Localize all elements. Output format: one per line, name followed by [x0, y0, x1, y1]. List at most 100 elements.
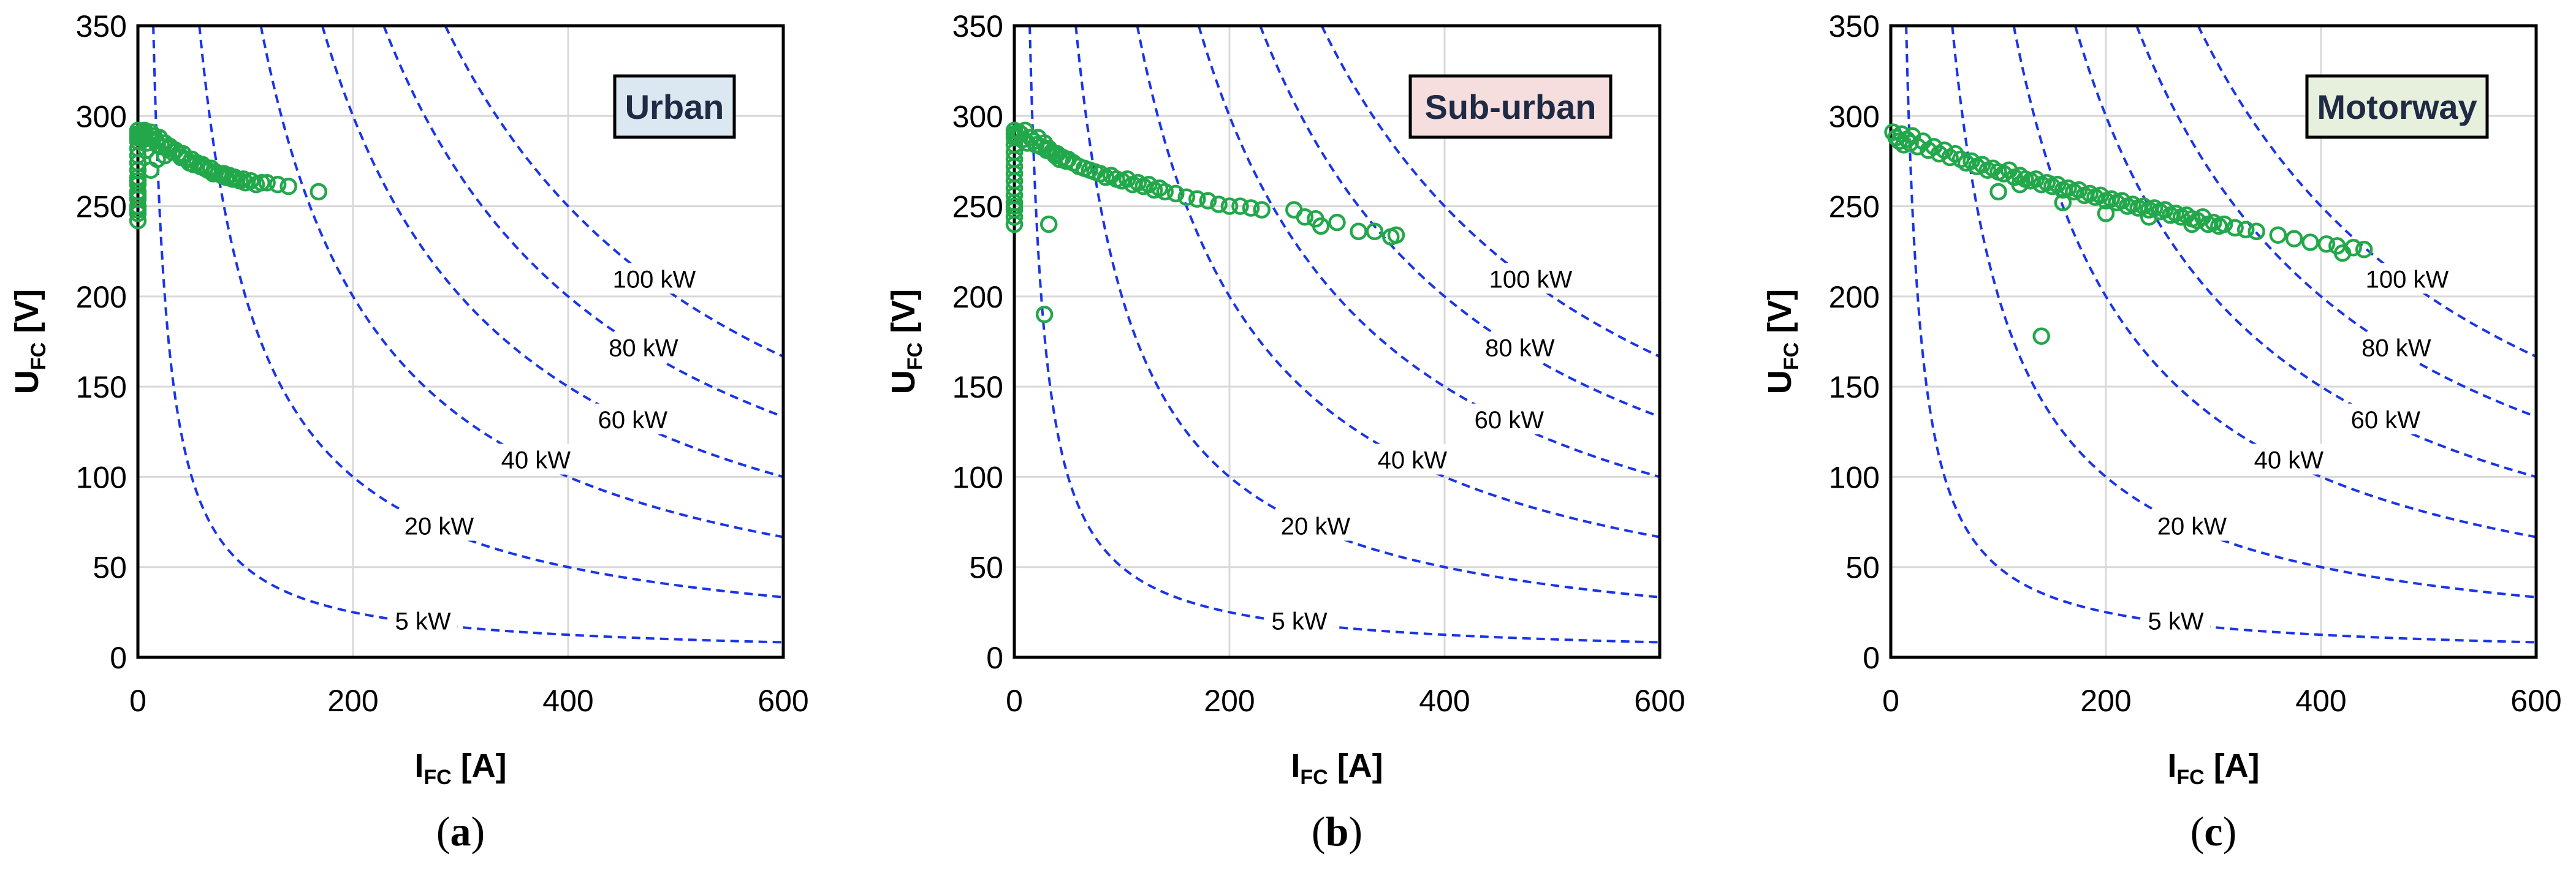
y-tick-label: 50	[969, 551, 1003, 585]
x-tick-label: 400	[2295, 684, 2346, 718]
data-point	[2215, 215, 2233, 233]
panel-caption-letter: c	[2204, 808, 2223, 855]
plot-area	[136, 24, 785, 659]
condition-label: Urban	[625, 88, 724, 126]
x-axis-label-sub: FC	[1300, 766, 1328, 789]
data-point	[1989, 183, 2007, 201]
iso-power-curve-20kw	[1074, 25, 1660, 599]
iso-label-bg	[1479, 263, 1582, 294]
data-point	[1140, 175, 1158, 194]
y-axis-label-main: U	[9, 370, 45, 394]
y-tick-label: 150	[76, 370, 127, 404]
iso-power-curve-40kw	[259, 25, 784, 538]
iso-label-100kw: 100 kW	[1489, 266, 1573, 293]
y-axis-label-unit: [V]	[9, 289, 45, 342]
data-point	[2140, 208, 2158, 226]
iso-label-5kw: 5 kW	[1272, 608, 1328, 635]
data-point	[2070, 181, 2088, 199]
data-point	[1119, 170, 1136, 188]
data-point	[1947, 145, 1964, 163]
iso-label-40kw: 40 kW	[2254, 447, 2324, 474]
iso-label-bg	[396, 510, 482, 541]
x-tick-label: 600	[758, 684, 808, 718]
y-tick-label: 350	[76, 9, 127, 43]
condition-box	[1408, 74, 1613, 139]
data-point	[1242, 199, 1260, 217]
x-tick-label: 0	[1006, 684, 1023, 718]
data-point	[2054, 194, 2072, 211]
data-point	[1231, 197, 1249, 215]
y-tick-label: 0	[986, 641, 1003, 675]
iso-label-bg	[2149, 510, 2235, 541]
data-point	[1962, 152, 1980, 170]
x-axis-label-main: I	[414, 747, 424, 784]
y-axis-label: UFC [V]	[1761, 289, 1803, 394]
iso-label-bg	[389, 605, 458, 636]
data-point	[2091, 186, 2110, 205]
y-axis-label: UFC [V]	[885, 289, 927, 394]
data-point	[2048, 175, 2067, 194]
iso-power-curve-20kw	[198, 25, 784, 599]
iso-label-20kw: 20 kW	[1281, 513, 1351, 540]
panel-caption-letter: b	[1325, 808, 1349, 855]
panel-caption: (c)	[2190, 808, 2237, 855]
chart-svg-c: 5 kW 20 kW 40 kW 60 kW 80 kW 100 kW 0 200 400 600…	[1761, 9, 2562, 789]
data-point	[137, 142, 156, 159]
condition-label: Sub-urban	[1425, 88, 1597, 126]
iso-label-5kw: 5 kW	[395, 608, 451, 635]
x-axis-label-unit: [A]	[452, 747, 507, 784]
iso-label-40kw: 40 kW	[1378, 447, 1448, 474]
iso-label-bg	[590, 403, 676, 434]
y-axis-label-sub: FC	[903, 342, 927, 370]
x-tick-label: 400	[542, 684, 593, 718]
x-tick-label: 600	[2510, 684, 2561, 718]
x-tick-label: 600	[1634, 684, 1685, 718]
iso-label-bg	[1265, 605, 1334, 636]
y-tick-label: 300	[1829, 99, 1880, 134]
data-point	[1296, 208, 1314, 226]
data-point	[1328, 213, 1346, 232]
data-point	[150, 129, 169, 146]
y-tick-label: 150	[952, 370, 1003, 404]
data-point	[2236, 221, 2255, 239]
y-tick-label: 350	[1829, 9, 1880, 43]
x-tick-label: 200	[1204, 684, 1255, 718]
chart-svg-b: 5 kW 20 kW 40 kW 60 kW 80 kW 100 kW 0 200 400 600…	[885, 9, 1685, 789]
y-axis-label-main: U	[1761, 370, 1798, 394]
data-point	[1220, 197, 1239, 215]
y-tick-label: 0	[110, 641, 127, 675]
iso-label-60kw: 60 kW	[1475, 407, 1544, 434]
iso-power-curve-60kw	[321, 25, 784, 478]
iso-label-80kw: 80 kW	[1485, 335, 1555, 362]
y-axis-label: UFC [V]	[9, 289, 50, 394]
iso-power-curve-100kw	[1320, 25, 1660, 358]
x-axis-label: IFC [A]	[1291, 747, 1383, 789]
data-point	[1973, 156, 1991, 174]
iso-label-bg	[2355, 263, 2459, 294]
iso-label-bg	[1272, 510, 1359, 541]
data-point	[1909, 138, 1927, 156]
y-tick-label: 50	[93, 551, 127, 585]
x-axis-label-main: I	[2167, 747, 2176, 784]
iso-power-curve-40kw	[2012, 25, 2537, 538]
x-tick-label: 0	[1882, 684, 1899, 718]
data-point	[1893, 125, 1910, 143]
data-point	[2285, 230, 2303, 247]
x-tick-label: 0	[129, 684, 146, 718]
y-tick-label: 300	[952, 99, 1003, 134]
data-point	[156, 146, 174, 165]
x-axis-label-sub: FC	[2176, 766, 2204, 789]
y-tick-label: 150	[1829, 370, 1880, 404]
data-point	[2317, 235, 2336, 253]
y-tick-label: 200	[952, 280, 1003, 314]
x-tick-label: 200	[2080, 684, 2131, 718]
iso-power-curve-60kw	[1197, 25, 1660, 478]
iso-label-40kw: 40 kW	[501, 447, 571, 474]
panel-caption: (a)	[436, 808, 485, 855]
iso-label-bg	[2353, 331, 2439, 363]
iso-label-60kw: 60 kW	[598, 407, 668, 434]
data-point	[1366, 222, 1384, 241]
data-point	[2301, 233, 2319, 251]
data-point	[2183, 215, 2201, 233]
